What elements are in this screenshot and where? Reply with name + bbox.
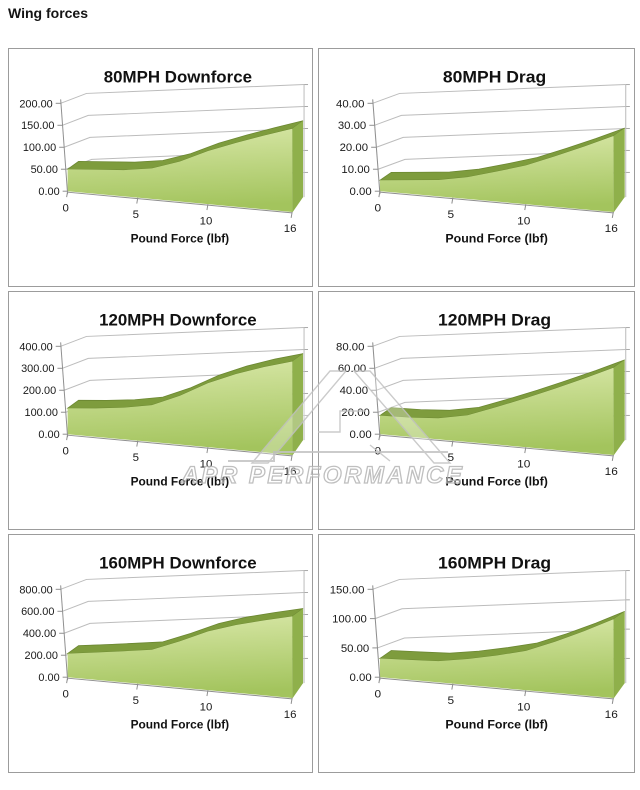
x-tick-label: 16	[284, 466, 297, 478]
x-tick-label: 0	[375, 445, 382, 458]
x-tick-label: 16	[284, 223, 297, 235]
x-axis-title: Pound Force (lbf)	[445, 475, 547, 489]
chart-panel-80mph-drag: 0.00 10.00 20.00 30.00 40.00 0 5 10 16 80MPH Drag…	[318, 48, 635, 287]
y-tick-label: 40.00	[336, 98, 364, 110]
y-tick-label: 50.00	[341, 643, 369, 655]
charts-grid: 0.00 50.00 100.00 150.00 200.00 0 5 10 16 80MPH D…	[8, 48, 640, 773]
area-front-face	[379, 619, 614, 698]
x-tick-label: 5	[448, 208, 455, 221]
area-front-face	[67, 616, 293, 698]
chart-title: 120MPH Drag	[438, 310, 551, 330]
chart-panel-120mph-downforce: 0.00 100.00 200.00 300.00 400.00 0 5 10 16 120MPH…	[8, 291, 313, 530]
x-tick-label: 10	[517, 458, 530, 471]
chart-160mph-downforce: 0.00 200.00 400.00 600.00 800.00 0 5 10 16 160MPH…	[19, 554, 309, 732]
chart-panel-160mph-drag: 0.00 50.00 100.00 150.00 0 5 10 16 160MPH Drag Po…	[318, 534, 635, 773]
y-tick-label: 40.00	[340, 385, 368, 397]
y-tick-label: 400.00	[19, 341, 52, 353]
x-tick-label: 0	[62, 688, 68, 700]
x-tick-label: 16	[605, 222, 618, 235]
area-side-face	[613, 359, 625, 456]
area-front-face	[67, 361, 293, 455]
y-tick-label: 150.00	[21, 120, 54, 132]
y-tick-label: 100.00	[23, 142, 56, 154]
x-axis-title: Pound Force (lbf)	[445, 232, 547, 246]
area-front-face	[379, 135, 614, 212]
x-tick-label: 10	[517, 215, 530, 228]
chart-120mph-drag: 0.00 20.00 40.00 60.00 80.00 0 5 10 16 120MPH Dra…	[336, 310, 630, 489]
area-side-face	[613, 128, 625, 213]
x-tick-label: 0	[375, 688, 382, 701]
x-tick-label: 16	[605, 708, 618, 721]
y-tick-label: 80.00	[336, 341, 364, 353]
x-tick-label: 5	[133, 209, 139, 221]
chart-160mph-drag: 0.00 50.00 100.00 150.00 0 5 10 16 160MPH Drag Po…	[330, 553, 630, 732]
chart-title: 120MPH Downforce	[99, 311, 257, 330]
x-tick-label: 10	[517, 701, 530, 714]
chart-panel-120mph-drag: 0.00 20.00 40.00 60.00 80.00 0 5 10 16 120MPH Dra…	[318, 291, 635, 530]
chart-title: 160MPH Downforce	[99, 554, 257, 573]
y-tick-label: 400.00	[23, 628, 56, 640]
chart-panel-80mph-downforce: 0.00 50.00 100.00 150.00 200.00 0 5 10 16 80MPH D…	[8, 48, 313, 287]
area-side-face	[292, 120, 304, 213]
x-axis-title: Pound Force (lbf)	[131, 232, 230, 246]
chart-title: 160MPH Drag	[438, 553, 551, 573]
y-tick-label: 30.00	[338, 120, 366, 132]
y-tick-label: 20.00	[340, 142, 368, 154]
y-tick-label: 200.00	[25, 650, 58, 662]
area-front-face	[67, 128, 293, 212]
x-tick-label: 0	[375, 202, 382, 215]
x-tick-label: 5	[448, 451, 455, 464]
y-tick-label: 200.00	[23, 385, 56, 397]
y-tick-label: 200.00	[19, 98, 52, 110]
x-axis-title: Pound Force (lbf)	[131, 475, 230, 489]
y-tick-label: 0.00	[350, 429, 372, 441]
y-tick-label: 0.00	[350, 672, 372, 684]
x-tick-label: 5	[448, 694, 455, 707]
area-side-face	[292, 353, 304, 456]
y-tick-label: 0.00	[38, 186, 59, 198]
chart-panel-160mph-downforce: 0.00 200.00 400.00 600.00 800.00 0 5 10 16 160MPH…	[8, 534, 313, 773]
chart-80mph-downforce: 0.00 50.00 100.00 150.00 200.00 0 5 10 16 80MPH D…	[19, 68, 309, 246]
y-tick-label: 300.00	[21, 363, 54, 375]
y-tick-label: 0.00	[38, 672, 59, 684]
chart-title: 80MPH Drag	[443, 67, 546, 87]
x-tick-label: 5	[133, 695, 139, 707]
y-tick-label: 10.00	[341, 164, 369, 176]
x-tick-label: 10	[200, 215, 213, 227]
y-tick-label: 150.00	[330, 584, 365, 596]
x-tick-label: 10	[200, 458, 213, 470]
x-axis-title: Pound Force (lbf)	[131, 718, 230, 732]
y-tick-label: 600.00	[21, 606, 54, 618]
x-tick-label: 0	[62, 202, 68, 214]
y-tick-label: 20.00	[341, 407, 369, 419]
chart-80mph-drag: 0.00 10.00 20.00 30.00 40.00 0 5 10 16 80MPH Drag…	[336, 67, 630, 246]
x-tick-label: 16	[284, 709, 297, 721]
y-tick-label: 60.00	[338, 363, 366, 375]
area-ridge	[378, 610, 625, 662]
y-tick-label: 100.00	[25, 407, 58, 419]
y-tick-label: 100.00	[332, 614, 367, 626]
y-tick-label: 50.00	[31, 164, 58, 176]
area-side-face	[292, 608, 304, 699]
x-tick-label: 10	[200, 701, 213, 713]
x-tick-label: 16	[605, 465, 618, 478]
y-tick-label: 800.00	[19, 584, 52, 596]
y-tick-label: 0.00	[38, 429, 59, 441]
y-tick-label: 0.00	[350, 186, 372, 198]
x-tick-label: 5	[133, 452, 139, 464]
x-tick-label: 0	[62, 445, 68, 457]
page-title: Wing forces	[8, 5, 88, 21]
area-side-face	[613, 611, 625, 699]
x-axis-title: Pound Force (lbf)	[445, 718, 547, 732]
chart-title: 80MPH Downforce	[104, 68, 252, 87]
chart-120mph-downforce: 0.00 100.00 200.00 300.00 400.00 0 5 10 16 120MPH…	[19, 311, 309, 489]
